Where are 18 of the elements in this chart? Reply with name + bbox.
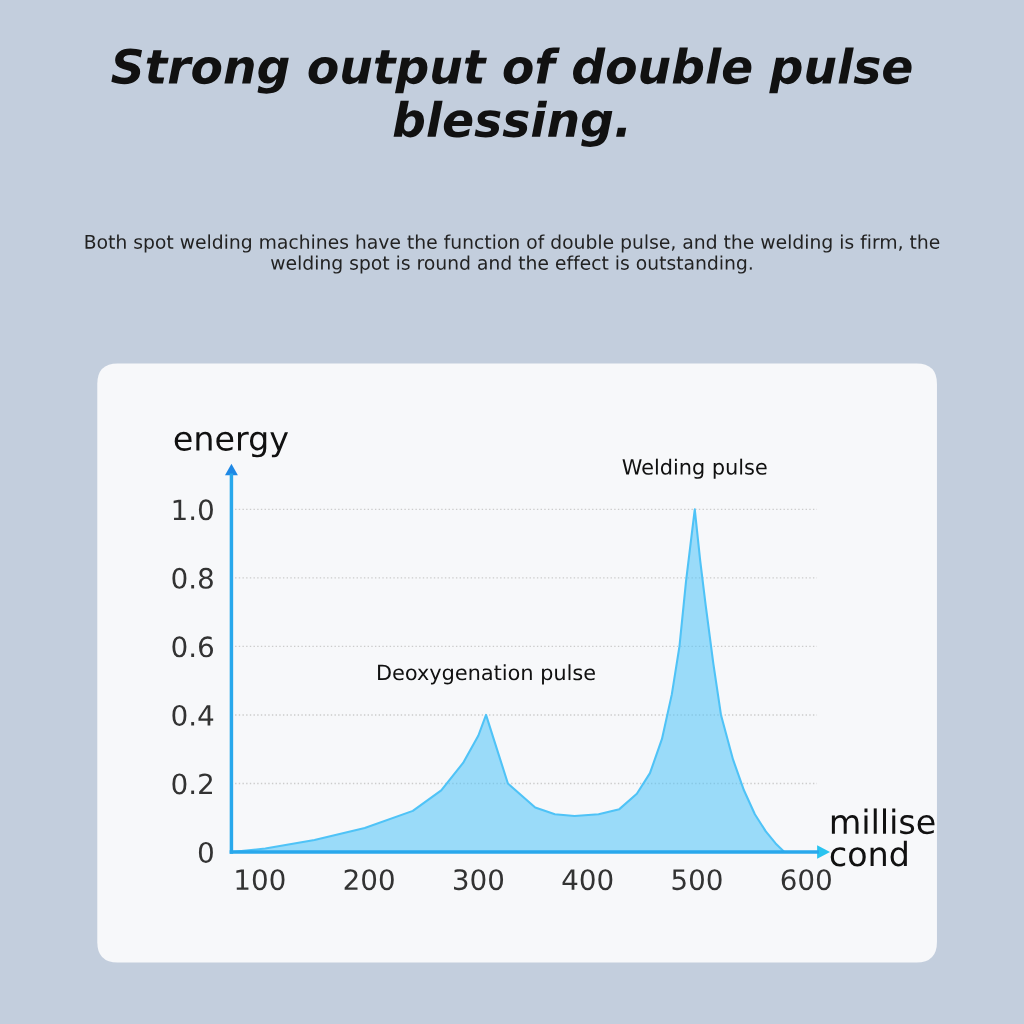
y-tick-label: 0 — [198, 841, 213, 863]
x-tick-label: 400 — [562, 869, 613, 891]
x-axis-title: millise cond — [830, 808, 935, 867]
x-tick-label: 200 — [344, 869, 394, 891]
y-tick-label: 0.4 — [172, 704, 214, 726]
y-axis-title: energy — [174, 431, 289, 458]
annotation: Welding pulse — [622, 458, 767, 479]
chart-title: Strong output of double pulse blessing. — [111, 47, 912, 147]
y-tick-label: 0.2 — [172, 773, 212, 795]
y-tick-label: 0.8 — [172, 567, 213, 589]
x-tick-label: 600 — [781, 869, 831, 891]
y-tick-label: 1.0 — [173, 499, 213, 521]
x-tick-label: 100 — [236, 869, 285, 891]
x-tick-label: 300 — [454, 869, 504, 891]
annotation: Deoxygenation pulse — [378, 664, 595, 685]
chart-subtitle: Both spot welding machines have the function of double pulse, and the welding is firm, the welding spot is round and the effect is outstanding. — [85, 234, 940, 274]
y-tick-label: 0.6 — [172, 636, 214, 658]
x-tick-label: 500 — [672, 869, 722, 891]
